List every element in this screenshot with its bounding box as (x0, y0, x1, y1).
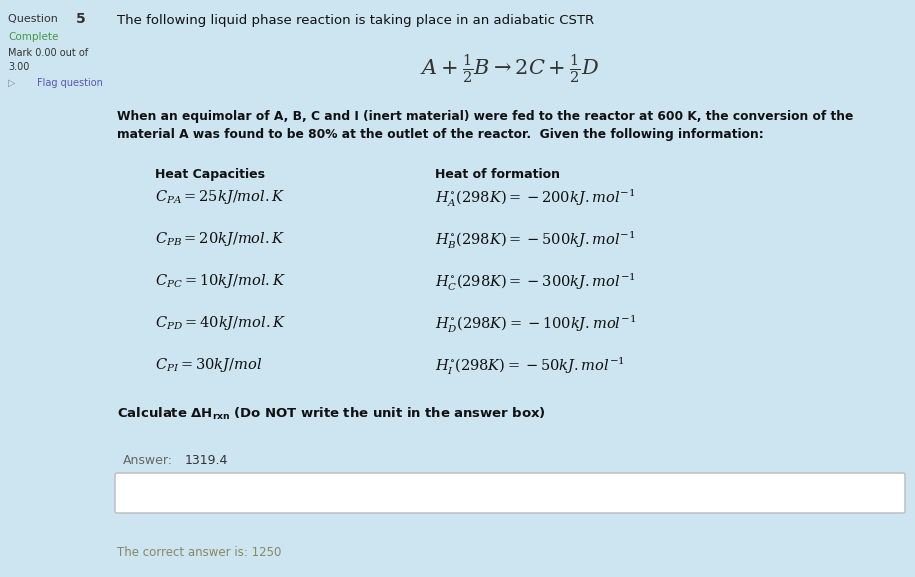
Text: $\bf{Calculate}\ \Delta H_{rxn}\ \bf{(Do\ NOT\ write\ the\ unit\ in\ the\ answer: $\bf{Calculate}\ \Delta H_{rxn}\ \bf{(Do… (117, 406, 546, 422)
Text: material A was found to be 80% at the outlet of the reactor.  Given the followin: material A was found to be 80% at the ou… (117, 128, 764, 141)
FancyBboxPatch shape (115, 473, 905, 513)
Text: 3.00: 3.00 (8, 62, 30, 72)
Text: $C_{PI} = 30kJ/mol$: $C_{PI} = 30kJ/mol$ (155, 356, 263, 374)
Text: Answer:: Answer: (123, 455, 173, 467)
Text: $H^{\circ}_{A}(298K) = -200kJ. mol^{-1}$: $H^{\circ}_{A}(298K) = -200kJ. mol^{-1}$ (435, 188, 636, 209)
Text: $H^{\circ}_{B}(298K) = -500kJ. mol^{-1}$: $H^{\circ}_{B}(298K) = -500kJ. mol^{-1}$ (435, 230, 636, 252)
Text: $C_{PA} = 25kJ/mol. K$: $C_{PA} = 25kJ/mol. K$ (155, 188, 285, 206)
Text: Question: Question (8, 14, 62, 24)
Text: $H^{\circ}_{I}(298K) = -50kJ. mol^{-1}$: $H^{\circ}_{I}(298K) = -50kJ. mol^{-1}$ (435, 356, 625, 377)
Text: $C_{PB} = 20kJ/mol. K$: $C_{PB} = 20kJ/mol. K$ (155, 230, 285, 248)
Text: Complete: Complete (8, 32, 59, 42)
Text: The correct answer is: 1250: The correct answer is: 1250 (117, 545, 282, 559)
Text: The following liquid phase reaction is taking place in an adiabatic CSTR: The following liquid phase reaction is t… (117, 14, 594, 27)
Text: Heat Capacities: Heat Capacities (155, 168, 265, 181)
Text: Heat of formation: Heat of formation (435, 168, 560, 181)
Text: Flag question: Flag question (37, 78, 102, 88)
Text: 5: 5 (76, 12, 85, 26)
Text: $C_{PD} = 40kJ/mol. K$: $C_{PD} = 40kJ/mol. K$ (155, 314, 286, 332)
Text: Mark 0.00 out of: Mark 0.00 out of (8, 48, 89, 58)
Text: 1319.4: 1319.4 (185, 455, 229, 467)
Text: When an equimolar of A, B, C and I (inert material) were fed to the reactor at 6: When an equimolar of A, B, C and I (iner… (117, 110, 854, 123)
Text: $A + \frac{1}{2}B \rightarrow 2C + \frac{1}{2}D$: $A + \frac{1}{2}B \rightarrow 2C + \frac… (420, 52, 599, 84)
Text: $H^{\circ}_{C}(298K) = -300kJ. mol^{-1}$: $H^{\circ}_{C}(298K) = -300kJ. mol^{-1}$ (435, 272, 636, 293)
Text: $C_{PC} = 10kJ/mol. K$: $C_{PC} = 10kJ/mol. K$ (155, 272, 285, 290)
Text: ▷: ▷ (8, 78, 16, 88)
Text: $H^{\circ}_{D}(298K) = -100kJ. mol^{-1}$: $H^{\circ}_{D}(298K) = -100kJ. mol^{-1}$ (435, 314, 636, 335)
